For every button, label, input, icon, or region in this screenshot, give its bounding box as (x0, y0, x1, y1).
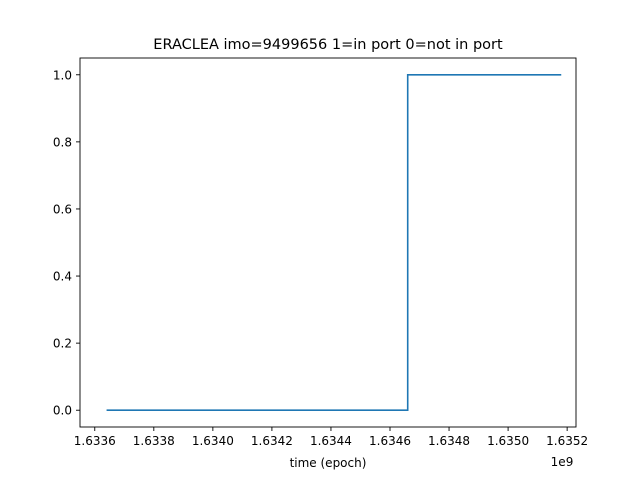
x-tick-label: 1.6338 (133, 434, 175, 448)
y-tick-label: 0.8 (53, 135, 72, 149)
x-tick-label: 1.6344 (310, 434, 352, 448)
y-tick-label: 0.2 (53, 337, 72, 351)
x-tick-label: 1.6348 (428, 434, 470, 448)
x-tick-label: 1.6346 (369, 434, 411, 448)
plot-area: 1.6336 1.6338 1.6340 1.6342 1.6344 1.6346 1.63… (53, 57, 588, 448)
axes-frame (79, 57, 577, 428)
chart-title: ERACLEA imo=9499656 1=in port 0=not in p… (153, 37, 503, 53)
x-axis-label: time (epoch) (290, 456, 367, 470)
y-tick-label: 0.4 (53, 270, 72, 284)
x-axis-offset-label: 1e9 (551, 455, 574, 469)
y-tick-label: 0.6 (53, 202, 72, 216)
series-line-0 (106, 73, 562, 412)
x-tick-label: 1.6352 (546, 434, 588, 448)
x-tick-label: 1.6342 (251, 434, 293, 448)
y-tick-label: 0.0 (53, 404, 72, 418)
x-tick-label: 1.6350 (487, 434, 529, 448)
x-tick-label: 1.6336 (74, 434, 116, 448)
x-tick-label: 1.6340 (192, 434, 234, 448)
y-tick-label: 1.0 (53, 68, 72, 82)
